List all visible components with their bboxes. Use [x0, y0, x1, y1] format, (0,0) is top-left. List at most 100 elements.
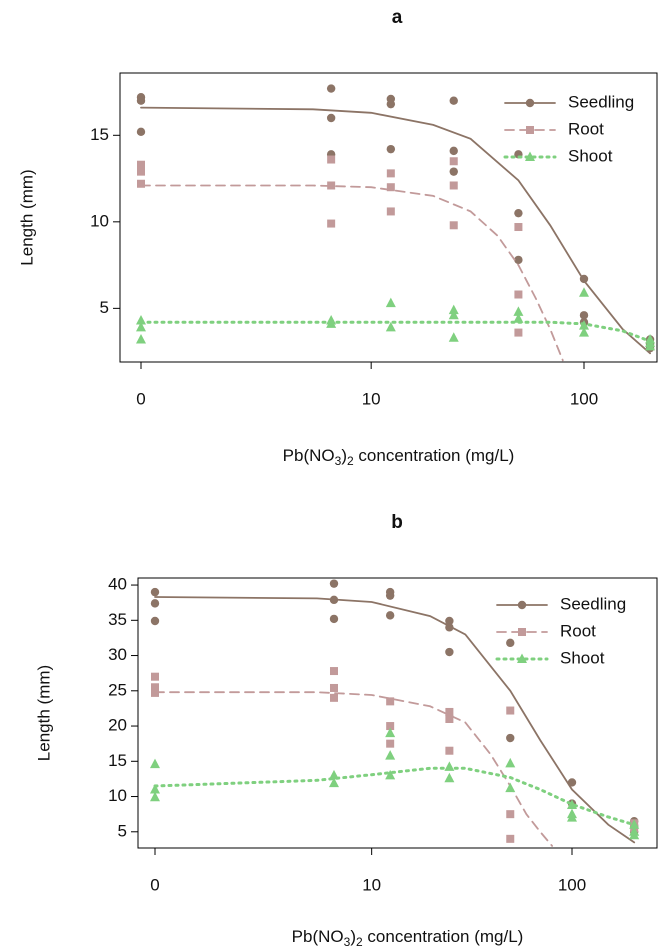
data-point [449, 146, 458, 156]
data-point [150, 587, 160, 597]
panel-title: b [391, 512, 403, 533]
data-point [150, 599, 160, 608]
legend-label: Seedling [568, 92, 634, 111]
data-point [328, 769, 339, 780]
x-tick-label: 10 [362, 875, 381, 894]
x-axis-label-part: concentration (mg/L) [354, 446, 515, 465]
y-tick-label: 20 [108, 716, 127, 735]
data-point [136, 334, 146, 344]
data-point [506, 706, 515, 715]
data-point [329, 614, 339, 624]
data-point [629, 819, 640, 829]
data-point [506, 810, 515, 819]
data-point [444, 772, 455, 783]
data-point [327, 219, 336, 228]
data-point [385, 750, 396, 760]
data-point [629, 829, 640, 840]
data-point [385, 321, 396, 332]
y-axis-label: Length (mm) [34, 665, 53, 761]
x-axis-label-part: ) [350, 927, 356, 946]
data-point [579, 320, 589, 330]
data-point [386, 99, 396, 109]
data-point [514, 328, 523, 337]
data-point [445, 746, 454, 755]
data-point [150, 616, 160, 626]
data-point [513, 313, 524, 323]
data-point [329, 667, 338, 676]
data-point [136, 96, 146, 105]
data-point [329, 683, 338, 692]
data-point [385, 591, 395, 600]
x-axis-label-part: Pb(NO [283, 446, 335, 465]
y-tick-label: 40 [108, 575, 127, 594]
data-point [150, 783, 160, 794]
data-point [386, 183, 395, 192]
data-point [150, 791, 160, 802]
data-point [150, 758, 160, 769]
data-point [137, 167, 145, 176]
x-tick-label: 0 [136, 389, 145, 408]
fit-line [140, 106, 651, 355]
data-point [444, 761, 455, 771]
fit-line [139, 320, 652, 343]
x-axis-label-part: Pb(NO [292, 927, 344, 946]
data-point [326, 318, 337, 328]
fit-line [153, 766, 636, 827]
data-point [136, 314, 146, 325]
data-point [514, 223, 523, 232]
data-point [567, 778, 577, 787]
x-axis-label-part: concentration (mg/L) [363, 927, 524, 946]
data-point [385, 727, 396, 738]
data-point [327, 181, 336, 190]
x-tick-label: 100 [558, 875, 586, 894]
legend-label: Shoot [560, 648, 605, 667]
fit-line [140, 184, 564, 362]
panel-title: a [392, 7, 403, 28]
data-point [449, 221, 458, 230]
data-point [386, 722, 395, 731]
data-point [579, 327, 589, 337]
x-axis-label: Pb(NO3)2 concentration (mg/L) [283, 446, 515, 468]
data-point [579, 274, 589, 284]
data-point [514, 208, 523, 218]
data-point [449, 157, 458, 166]
data-point [326, 113, 336, 123]
data-point [386, 169, 395, 178]
data-point [386, 207, 395, 216]
legend-marker [525, 151, 535, 161]
x-tick-label: 10 [362, 389, 381, 408]
legend-marker [518, 628, 526, 636]
data-point [385, 297, 396, 308]
legend-label: Root [568, 119, 604, 138]
data-point [328, 777, 339, 788]
data-point [514, 290, 523, 299]
y-tick-label: 30 [108, 645, 127, 664]
y-tick-label: 10 [108, 786, 127, 805]
data-point [385, 769, 396, 780]
y-tick-label: 25 [108, 680, 127, 699]
x-axis-label-part: 3 [335, 454, 342, 468]
data-point [329, 693, 338, 702]
data-point [136, 127, 146, 137]
data-point [506, 834, 515, 843]
fit-line [154, 691, 553, 847]
data-point [445, 623, 454, 632]
plot-area [136, 84, 656, 362]
data-point [386, 144, 396, 154]
legend-label: Root [560, 621, 596, 640]
data-point [567, 799, 577, 809]
data-point [151, 683, 159, 692]
data-point [137, 160, 145, 169]
data-point [579, 287, 589, 297]
plot-frame [137, 577, 658, 849]
data-point [445, 707, 454, 716]
data-point [448, 304, 459, 315]
data-point [579, 311, 589, 320]
x-axis-label: Pb(NO3)2 concentration (mg/L) [292, 927, 524, 949]
legend-marker [525, 98, 535, 108]
data-point [329, 595, 339, 605]
data-point [505, 782, 516, 793]
fit-line [154, 596, 636, 844]
data-point [448, 309, 459, 320]
legend-marker [526, 126, 534, 134]
